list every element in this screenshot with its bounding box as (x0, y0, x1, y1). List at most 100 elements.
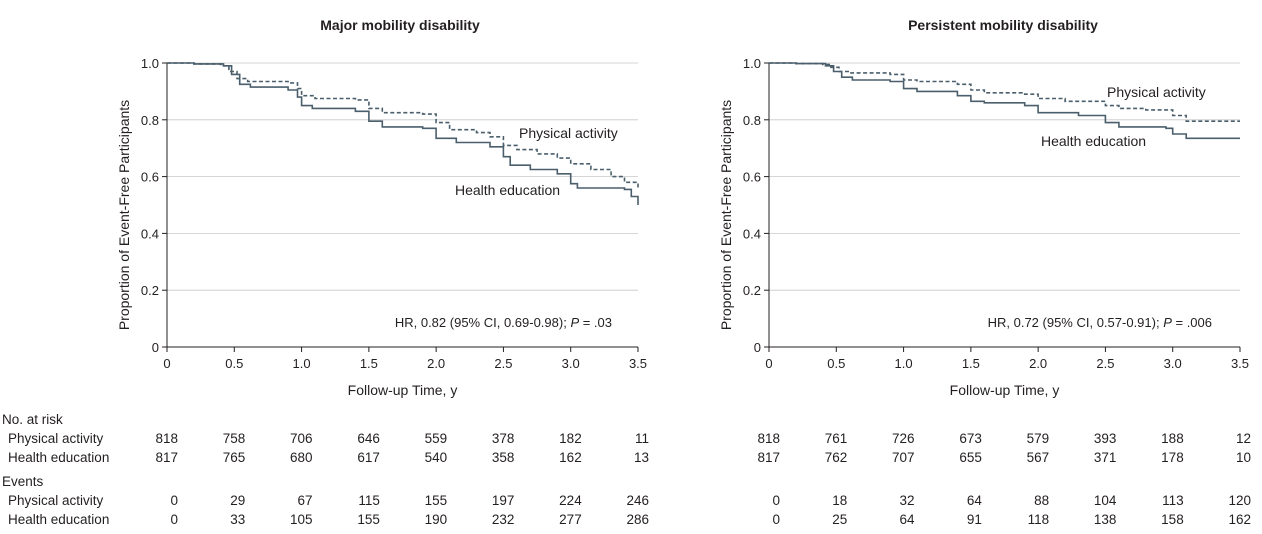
risk-table-value: 817 (155, 450, 178, 465)
x-tick-label: 1.0 (895, 356, 913, 371)
y-axis-label: Proportion of Event-Free Participants (116, 100, 132, 330)
risk-table-value: 817 (757, 450, 780, 465)
risk-table-value: 91 (967, 512, 982, 527)
risk-table-value: 762 (825, 450, 848, 465)
x-tick-label: 0.5 (225, 356, 243, 371)
risk-table-value: 105 (290, 512, 313, 527)
risk-table-value: 758 (223, 431, 246, 446)
y-tick-label: 0.4 (141, 226, 159, 241)
risk-table-value: 378 (492, 431, 515, 446)
risk-table-value: 371 (1094, 450, 1117, 465)
risk-table-heading-no-at-risk: No. at risk (2, 412, 63, 427)
risk-table-value: 706 (290, 431, 313, 446)
risk-table-value: 286 (626, 512, 649, 527)
risk-table-value: 10 (1236, 450, 1251, 465)
risk-table-value: 726 (892, 431, 915, 446)
risk-table-value: 32 (900, 493, 915, 508)
risk-row-label: Physical activity (8, 431, 104, 446)
x-tick-label: 2.0 (427, 356, 445, 371)
risk-table-value: 567 (1027, 450, 1050, 465)
risk-table-value: 246 (626, 493, 649, 508)
series-line-health-education (769, 62, 1240, 140)
risk-table-value: 64 (967, 493, 983, 508)
risk-table-value: 88 (1034, 493, 1049, 508)
risk-table-value: 113 (1162, 493, 1184, 508)
risk-table-value: 232 (492, 512, 515, 527)
series-line-health-education (167, 62, 639, 205)
y-tick-label: 0 (152, 340, 159, 355)
risk-table-value: 64 (900, 512, 916, 527)
y-tick-label: 0.6 (141, 170, 159, 185)
risk-table-value: 138 (1094, 512, 1117, 527)
risk-table-value: 818 (155, 431, 178, 446)
x-tick-label: 1.5 (962, 356, 980, 371)
risk-table-value: 707 (892, 450, 915, 465)
x-tick-label: 2.5 (1096, 356, 1114, 371)
risk-table-value: 104 (1094, 493, 1117, 508)
risk-table-value: 11 (635, 431, 649, 446)
risk-table-value: 559 (425, 431, 448, 446)
y-tick-label: 0.8 (743, 113, 761, 128)
risk-table-value: 120 (1228, 493, 1251, 508)
risk-row-label: Health education (8, 450, 109, 465)
y-tick-label: 0.2 (743, 283, 761, 298)
chart-title: Major mobility disability (320, 17, 480, 33)
x-axis-label: Follow-up Time, y (950, 382, 1060, 398)
risk-table-value: 13 (634, 450, 649, 465)
x-tick-label: 3.5 (629, 356, 647, 371)
series-label: Physical activity (1107, 84, 1206, 100)
risk-row-label: Physical activity (8, 493, 104, 508)
risk-table-value: 158 (1161, 512, 1184, 527)
risk-table-heading-events: Events (2, 474, 44, 489)
chart-title: Persistent mobility disability (908, 17, 1098, 33)
series-line-physical-activity (167, 62, 639, 188)
risk-table-value: 190 (425, 512, 448, 527)
risk-table-value: 197 (492, 493, 515, 508)
y-tick-label: 0 (754, 340, 761, 355)
risk-table-value: 115 (358, 493, 380, 508)
risk-table-value: 155 (357, 512, 380, 527)
risk-table-value: 18 (832, 493, 847, 508)
y-tick-label: 1.0 (743, 56, 761, 71)
risk-table-value: 182 (559, 431, 582, 446)
risk-table-value: 0 (170, 493, 178, 508)
risk-table-value: 12 (1236, 431, 1251, 446)
series-label: Health education (455, 182, 560, 198)
risk-table-value: 188 (1161, 431, 1184, 446)
risk-table-value: 680 (290, 450, 313, 465)
y-tick-label: 1.0 (141, 56, 159, 71)
risk-table-value: 277 (559, 512, 582, 527)
y-tick-label: 0.8 (141, 113, 159, 128)
risk-table-value: 0 (170, 512, 178, 527)
risk-table-value: 393 (1094, 431, 1117, 446)
x-tick-label: 0 (163, 356, 170, 371)
risk-table-value: 33 (230, 512, 245, 527)
y-axis-label: Proportion of Event-Free Participants (718, 100, 734, 330)
risk-table-value: 646 (357, 431, 380, 446)
x-tick-label: 1.0 (293, 356, 311, 371)
risk-table-value: 579 (1027, 431, 1050, 446)
x-tick-label: 0.5 (827, 356, 845, 371)
x-tick-label: 2.5 (494, 356, 512, 371)
risk-table-value: 818 (757, 431, 780, 446)
risk-table-value: 118 (1028, 512, 1050, 527)
series-label: Physical activity (519, 125, 618, 141)
risk-table-value: 224 (559, 493, 582, 508)
y-tick-label: 0.4 (743, 226, 761, 241)
risk-table-value: 155 (425, 493, 448, 508)
risk-table-value: 162 (559, 450, 582, 465)
risk-table-value: 29 (230, 493, 245, 508)
x-tick-label: 3.0 (1164, 356, 1182, 371)
risk-table-value: 540 (425, 450, 448, 465)
risk-table-value: 617 (357, 450, 380, 465)
risk-table-value: 178 (1161, 450, 1184, 465)
x-tick-label: 3.0 (562, 356, 580, 371)
panel-persistent-mobility-disability: Persistent mobility disability 0 0.2 0.4 0.6… (718, 17, 1251, 527)
risk-table-value: 0 (772, 512, 780, 527)
series-label: Health education (1041, 133, 1146, 149)
hr-annotation: HR, 0.82 (95% CI, 0.69-0.98); P = .03 (395, 315, 612, 330)
x-tick-label: 0 (765, 356, 772, 371)
y-tick-label: 0.6 (743, 170, 761, 185)
panel-major-mobility-disability: Major mobility disability 0 0.2 0.4 0.6 0.8 1.… (116, 17, 649, 527)
